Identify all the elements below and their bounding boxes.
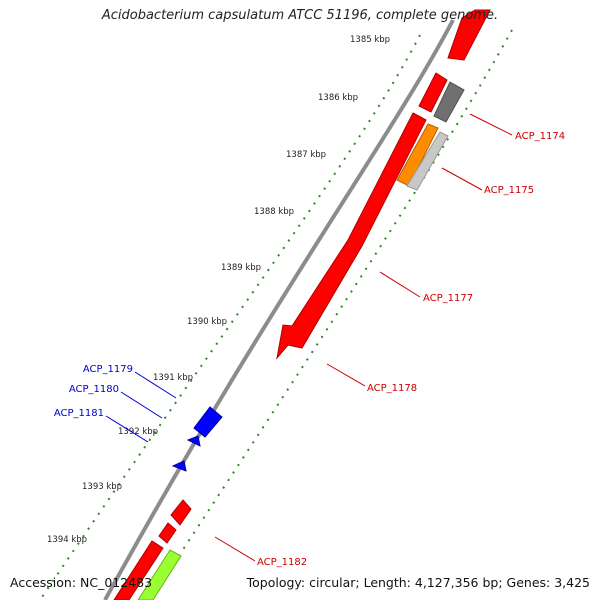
gene-label[interactable]: ACP_1175: [484, 185, 534, 196]
gene-arrow[interactable]: [186, 435, 201, 447]
page-title: Acidobacterium capsulatum ATCC 51196, co…: [101, 8, 499, 23]
gene-arrow[interactable]: [193, 406, 223, 438]
outer-tick-dots: [39, 34, 421, 600]
gene-label[interactable]: ACP_1177: [423, 293, 473, 304]
gene-label[interactable]: ACP_1179: [83, 364, 133, 375]
gene-arrow[interactable]: [158, 522, 177, 544]
gene-label-leader: [326, 363, 366, 387]
gene-label-leader: [214, 536, 256, 562]
tick-label-group: 1385 kbp 1386 kbp 1387 kbp 1388 kbp 1389 kbp…: [47, 35, 390, 545]
gene-label-leader: [120, 391, 163, 419]
forward-strand-genes: [113, 9, 491, 600]
tick-label: 1391 kbp: [153, 373, 193, 383]
gene-label[interactable]: ACP_1180: [69, 384, 119, 395]
gene-label-leader: [469, 113, 513, 136]
gene-label-leader: [134, 371, 177, 399]
reverse-strand-genes: [171, 406, 223, 472]
gene-label[interactable]: ACP_1181: [54, 408, 104, 419]
tick-label: 1390 kbp: [187, 317, 227, 327]
gene-label[interactable]: ACP_1178: [367, 383, 417, 394]
topology-summary: Topology: circular; Length: 4,127,356 bp…: [246, 575, 590, 590]
gene-arrow-lightgrey[interactable]: [406, 131, 449, 191]
gene-arrow[interactable]: [113, 540, 164, 600]
gene-label-leader: [441, 167, 483, 191]
tick-label: 1385 kbp: [350, 35, 390, 45]
gene-arrow[interactable]: [276, 112, 427, 360]
gene-label-leader: [379, 271, 421, 298]
tick-label: 1386 kbp: [318, 93, 358, 103]
gene-label-leader: [105, 415, 149, 443]
tick-label: 1394 kbp: [47, 535, 87, 545]
tick-label: 1389 kbp: [221, 263, 261, 273]
gene-arrow[interactable]: [170, 499, 192, 526]
gene-label[interactable]: ACP_1174: [515, 131, 565, 142]
tick-label: 1392 kbp: [118, 427, 158, 437]
gene-arrow[interactable]: [447, 9, 491, 61]
gene-label-group: ACP_1174 ACP_1175 ACP_1177 ACP_1178 ACP_1182…: [54, 113, 565, 568]
gene-arrow[interactable]: [418, 72, 448, 113]
accession-text: Accession: NC_012483: [10, 575, 153, 590]
tick-label: 1393 kbp: [82, 482, 122, 492]
genome-backbone: [103, 19, 455, 600]
gene-arrow-green[interactable]: [137, 549, 182, 600]
gene-arrow[interactable]: [171, 460, 187, 472]
tick-label: 1387 kbp: [286, 150, 326, 160]
inner-tick-dots: [149, 29, 513, 600]
gene-arrow-grey[interactable]: [433, 81, 465, 123]
gene-label[interactable]: ACP_1182: [257, 557, 307, 568]
tick-label: 1388 kbp: [254, 207, 294, 217]
